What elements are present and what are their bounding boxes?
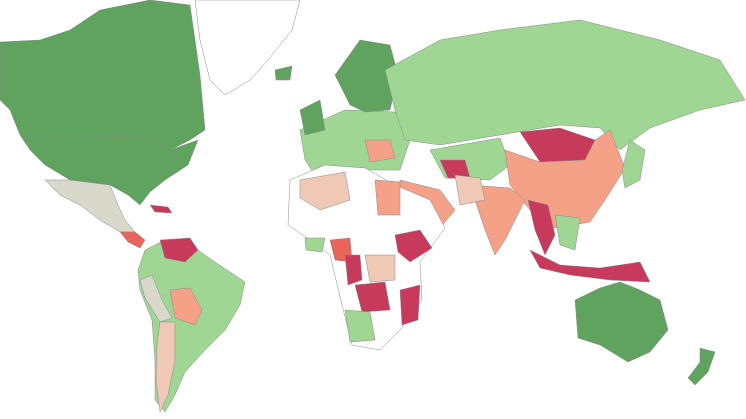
country	[519, 127, 596, 163]
country	[194, 0, 301, 96]
country	[454, 174, 486, 206]
country	[155, 321, 176, 413]
country	[374, 179, 401, 216]
country	[19, 134, 199, 206]
country	[399, 284, 421, 326]
country	[304, 237, 326, 253]
country	[274, 65, 293, 81]
country	[687, 347, 716, 386]
country	[527, 199, 556, 256]
country	[0, 0, 206, 151]
country	[574, 281, 669, 363]
country	[621, 139, 646, 189]
country	[139, 274, 173, 323]
country	[384, 19, 746, 151]
country	[159, 237, 199, 263]
country	[554, 214, 581, 251]
country	[364, 139, 396, 163]
country	[394, 229, 433, 263]
country	[169, 287, 203, 326]
country	[529, 249, 651, 283]
country	[149, 204, 173, 214]
country	[299, 171, 351, 211]
country	[354, 281, 391, 313]
country	[119, 231, 146, 249]
country	[364, 254, 396, 283]
country	[344, 309, 376, 343]
country	[469, 184, 526, 256]
country	[137, 239, 246, 413]
country	[299, 99, 326, 136]
country	[344, 254, 363, 286]
